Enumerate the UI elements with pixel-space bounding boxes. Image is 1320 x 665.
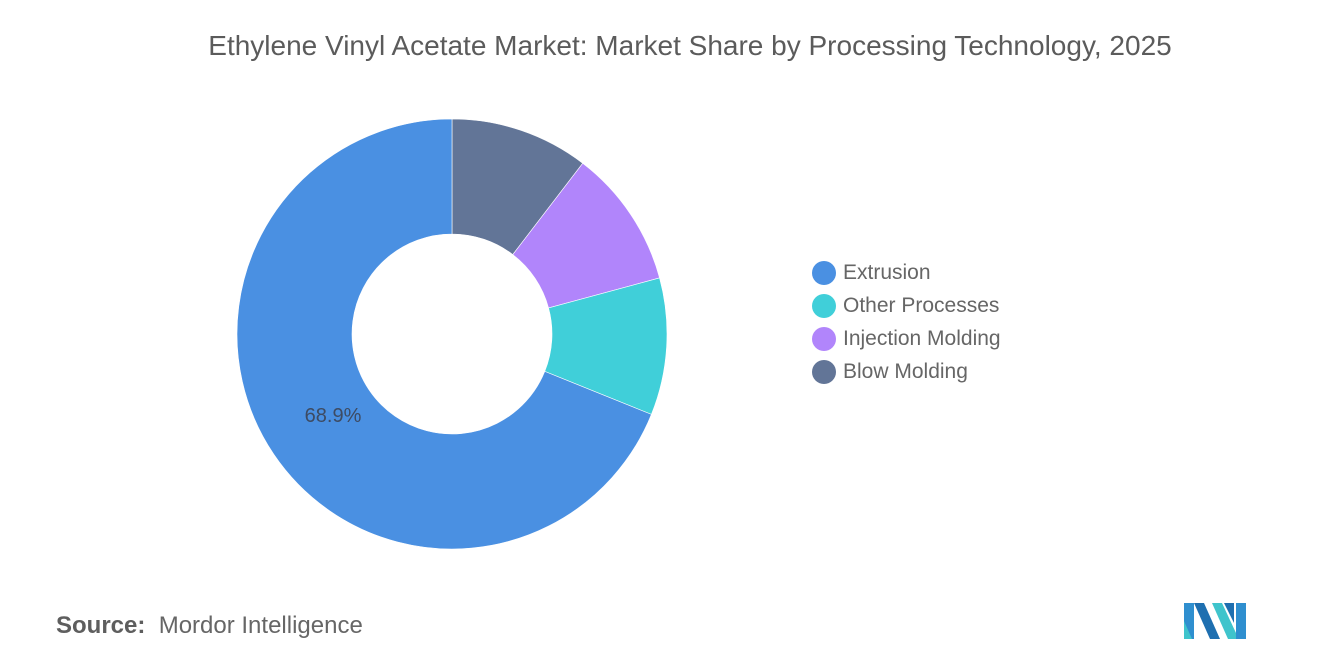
donut-slices	[236, 118, 668, 550]
legend-dot-icon	[812, 293, 836, 318]
source-note: Source: Mordor Intelligence	[56, 612, 363, 640]
legend-item-other-processes[interactable]: Other Processes	[812, 289, 1001, 322]
mordor-intelligence-logo-icon	[1184, 603, 1246, 639]
chart-title: Ethylene Vinyl Acetate Market: Market Sh…	[208, 30, 1172, 61]
legend-dot-icon	[812, 326, 836, 351]
extrusion-value-label: 68.9%	[305, 405, 362, 427]
legend: Extrusion Other Processes Injection Mold…	[812, 256, 1001, 388]
legend-item-blow-molding[interactable]: Blow Molding	[812, 355, 1001, 388]
source-value: Mordor Intelligence	[158, 612, 363, 639]
legend-item-extrusion[interactable]: Extrusion	[812, 256, 1001, 289]
legend-item-injection-molding[interactable]: Injection Molding	[812, 322, 1001, 355]
legend-dot-icon	[812, 359, 836, 384]
slice-extrusion[interactable]	[236, 118, 652, 550]
source-label: Source:	[56, 612, 146, 639]
legend-dot-icon	[812, 260, 836, 285]
